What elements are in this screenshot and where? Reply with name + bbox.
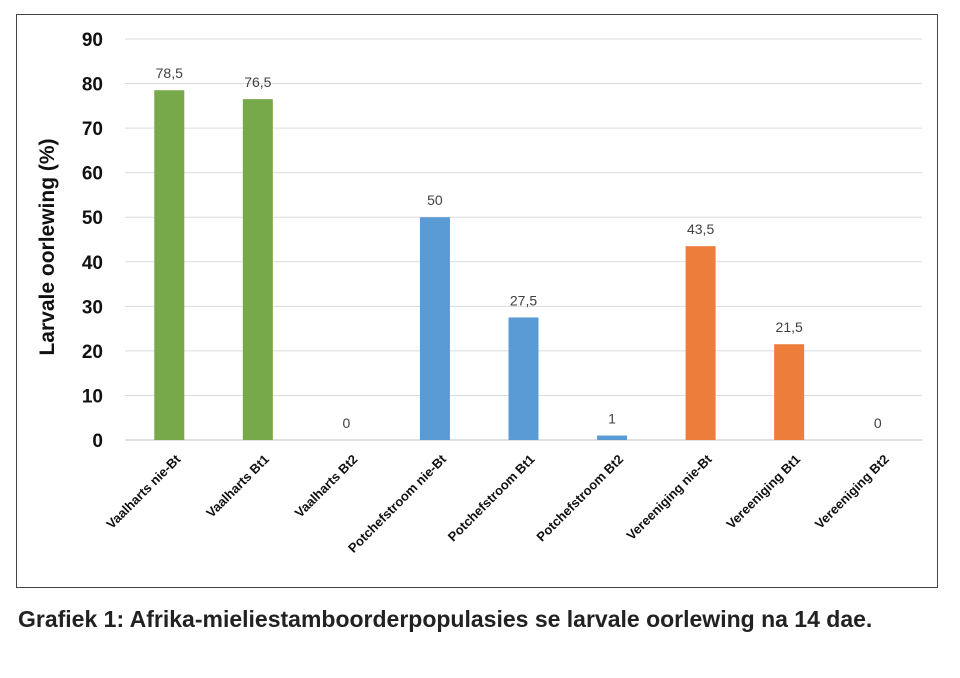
data-label: 0 <box>874 415 882 431</box>
y-tick-label: 0 <box>92 431 103 452</box>
data-label: 76,5 <box>244 74 271 90</box>
y-tick-label: 50 <box>82 208 103 229</box>
x-tick-label: Potchefstroom Bt1 <box>445 452 538 545</box>
data-labels: 78,5 76,5 0 50 27,5 1 43,5 21,5 0 <box>156 65 882 431</box>
y-tick-label: 90 <box>82 30 103 51</box>
bar <box>154 90 185 440</box>
x-tick-label: Vaalharts Bt2 <box>292 452 361 521</box>
y-tick-label: 30 <box>82 297 103 318</box>
y-tick-label: 60 <box>82 164 103 185</box>
bar <box>597 435 628 440</box>
data-label: 0 <box>342 415 350 431</box>
y-tick-label: 80 <box>82 75 103 96</box>
y-tick-label: 10 <box>82 386 103 407</box>
x-tick-label: Potchefstroom nie-Bt <box>345 451 450 556</box>
bars <box>154 90 805 441</box>
y-tick-label: 40 <box>82 253 103 274</box>
bar <box>685 246 716 440</box>
y-tick-label: 20 <box>82 342 103 363</box>
x-tick-label: Vereeniging Bt2 <box>812 452 892 532</box>
y-tick-label: 70 <box>82 119 103 140</box>
bar <box>774 344 805 440</box>
x-tick-label: Vereeniging Bt1 <box>723 452 803 532</box>
x-tick-label: Vaalharts nie-Bt <box>103 451 184 532</box>
x-tick-label: Vaalharts Bt1 <box>203 452 272 521</box>
data-label: 50 <box>427 192 443 208</box>
bar <box>419 217 450 440</box>
y-axis-ticks: 0 10 20 30 40 50 60 70 80 90 <box>82 30 103 452</box>
data-label: 27,5 <box>510 292 537 308</box>
bar <box>242 99 273 441</box>
figure-caption: Grafiek 1: Afrika-mieliestamboorderpopul… <box>18 606 873 632</box>
data-label: 43,5 <box>687 221 714 237</box>
data-label: 1 <box>608 411 616 427</box>
data-label: 78,5 <box>156 65 183 81</box>
x-tick-label: Vereeniging nie-Bt <box>623 451 715 543</box>
bar <box>508 317 539 440</box>
x-tick-label: Potchefstroom Bt2 <box>533 452 626 545</box>
bar-chart: 0 10 20 30 40 50 60 70 80 90 78,5 76,5 0 50 27,5 1 43,5… <box>36 30 922 556</box>
data-label: 21,5 <box>776 319 803 335</box>
y-axis-label: Larvale oorlewing (%) <box>36 138 59 355</box>
x-axis-ticks: Vaalharts nie-Bt Vaalharts Bt1 Vaalharts B… <box>103 451 892 556</box>
